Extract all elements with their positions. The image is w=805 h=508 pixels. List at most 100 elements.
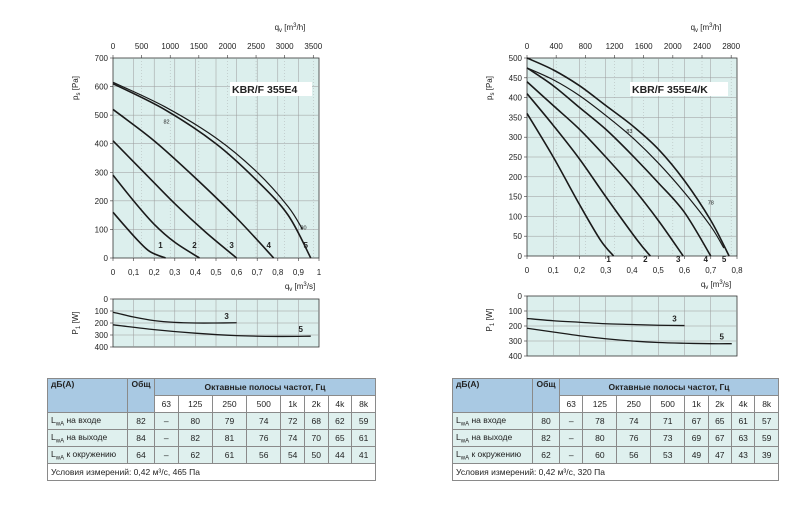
table-value-cell: 67 — [707, 429, 732, 447]
x-tick-label: 0,3 — [600, 266, 612, 275]
y-tick-label: 250 — [509, 153, 523, 162]
x-tick-label: 0,4 — [190, 268, 202, 277]
table-freq-cell: 4k — [730, 395, 756, 413]
x-tick-label: 0,6 — [679, 266, 691, 275]
table-value-cell: 80 — [177, 412, 213, 430]
table-value-cell: 41 — [351, 446, 376, 464]
x-tick-label: 0,9 — [293, 268, 305, 277]
table-freq-cell: 500 — [246, 395, 282, 413]
speed-curve-1 — [526, 113, 615, 257]
table-value-cell: 54 — [280, 446, 305, 464]
x-tick-label: 0 — [111, 268, 116, 277]
table-header-db: дБ(А) — [452, 378, 533, 413]
chart-1: 0 0,1 0,2 0,3 0,4 0,5 0,6 0,7 0,80 400 800 1200 1600… — [485, 23, 743, 361]
x-tick-label: 0 — [525, 266, 530, 275]
y-tick-label: 400 — [509, 94, 523, 103]
table-condition-row: Условия измерений: 0,42 м³/с, 320 Па — [452, 463, 779, 481]
power-curve-label: 5 — [299, 325, 304, 334]
y-tick-label: 100 — [95, 225, 109, 234]
top-tick-label: 1200 — [606, 42, 624, 51]
y-tick-label: 100 — [509, 212, 523, 221]
table-value-cell: – — [558, 429, 584, 447]
table-value-cell: 47 — [707, 446, 732, 464]
table-value-cell: – — [154, 446, 179, 464]
speed-curve-label: 5 — [722, 255, 727, 264]
y-tick-label: 300 — [95, 168, 109, 177]
y-tick-label: 600 — [95, 83, 109, 92]
table-freq-cell: 250 — [211, 395, 248, 413]
table-freq-cell: 500 — [650, 395, 686, 413]
top-tick-label: 2000 — [664, 42, 682, 51]
table-value-cell: 80 — [582, 429, 618, 447]
table-value-cell: 79 — [211, 412, 248, 430]
table-condition: Условия измерений: 0,42 м³/с, 465 Па — [47, 463, 376, 481]
model-label-bg — [630, 82, 728, 96]
table-header-row: дБ(А) Общ Октавные полосы частот, Гц — [452, 378, 779, 413]
table-value-cell: 39 — [754, 446, 779, 464]
x-tick-label: 0,4 — [626, 266, 638, 275]
speed-curve-2 — [526, 93, 651, 257]
table-freq-cell: 125 — [177, 395, 213, 413]
efficiency-label: 82 — [163, 120, 169, 126]
x-tick-label: 0,6 — [231, 268, 243, 277]
table-header-db: дБ(А) — [47, 378, 128, 413]
table-value-cell: 53 — [650, 446, 686, 464]
chart-0: 0 0,1 0,2 0,3 0,4 0,5 0,6 0,7 0,8 0,9 10 500 1000 150… — [71, 23, 323, 352]
top-tick-label: 800 — [579, 42, 593, 51]
table-freq-row: 63 125 250 500 1k 2k 4k 8k — [48, 395, 376, 413]
speed-curve-5 — [112, 82, 312, 259]
speed-curve-label: 1 — [606, 255, 611, 264]
noise-table-left: дБ(А) Общ Октавные полосы частот, Гц 63 125 2… — [47, 378, 376, 481]
table-total-cell: 62 — [532, 446, 560, 464]
table-header-bands: Октавные полосы частот, Гц — [154, 378, 376, 396]
x-tick-label: 0,3 — [169, 268, 181, 277]
table-value-cell: 67 — [684, 412, 709, 430]
top-tick-label: 1500 — [190, 42, 208, 51]
power-y-tick-label: 100 — [95, 307, 109, 316]
table-value-cell: 50 — [303, 446, 329, 464]
top-tick-label: 400 — [549, 42, 563, 51]
x-tick-label: 0,8 — [272, 268, 284, 277]
y-tick-label: 500 — [509, 54, 523, 63]
table-value-cell: 74 — [280, 429, 305, 447]
table-row-label: LwA на выходе — [47, 429, 128, 447]
x-tick-label: 0,7 — [705, 266, 717, 275]
power-axis-label: P1 [W] — [485, 309, 496, 332]
table-value-cell: 57 — [754, 412, 779, 430]
table-freq-cell: 2k — [707, 395, 732, 413]
table-value-cell: 72 — [280, 412, 305, 430]
table-value-cell: 63 — [730, 429, 756, 447]
x-tick-label: 1 — [317, 268, 322, 277]
table-freq-cell: 2k — [303, 395, 329, 413]
power-y-tick-label: 100 — [509, 307, 523, 316]
table-condition: Условия измерений: 0,42 м³/с, 320 Па — [452, 463, 779, 481]
table-value-cell: 49 — [684, 446, 709, 464]
y-tick-label: 400 — [95, 140, 109, 149]
table-value-cell: 56 — [616, 446, 652, 464]
top-tick-label: 500 — [135, 42, 149, 51]
table-freq-cell: 1k — [280, 395, 305, 413]
power-curve-3 — [112, 311, 237, 324]
table-freq-row: 63 125 250 500 1k 2k 4k 8k — [453, 395, 779, 413]
table-row-label: LwA к окружению — [452, 446, 533, 464]
table-row-label: LwA на входе — [452, 412, 533, 430]
x-axis-label: qv [m3/s] — [285, 282, 315, 293]
table-row: LwA к окружению 64–62 61 56 54 50 44 41 — [47, 446, 376, 464]
speed-curve-label: 3 — [676, 255, 681, 264]
table-value-cell: 71 — [650, 412, 686, 430]
x-tick-label: 0,5 — [653, 266, 665, 275]
speed-curve-4 — [112, 108, 275, 259]
speed-curve-label: 5 — [304, 241, 309, 250]
table-row-label: LwA на входе — [47, 412, 128, 430]
table-value-cell: 44 — [327, 446, 353, 464]
top-tick-label: 1000 — [161, 42, 179, 51]
power-curve-label: 5 — [720, 333, 725, 342]
table-total-cell: 64 — [127, 446, 155, 464]
efficiency-label: 80 — [300, 225, 306, 231]
table-freq-cell: 250 — [616, 395, 652, 413]
top-tick-label: 2800 — [722, 42, 740, 51]
table-freq-cell: 63 — [154, 395, 179, 413]
efficiency-label: 78 — [708, 201, 714, 207]
table-value-cell: 56 — [246, 446, 282, 464]
speed-curve-label: 1 — [158, 241, 163, 250]
